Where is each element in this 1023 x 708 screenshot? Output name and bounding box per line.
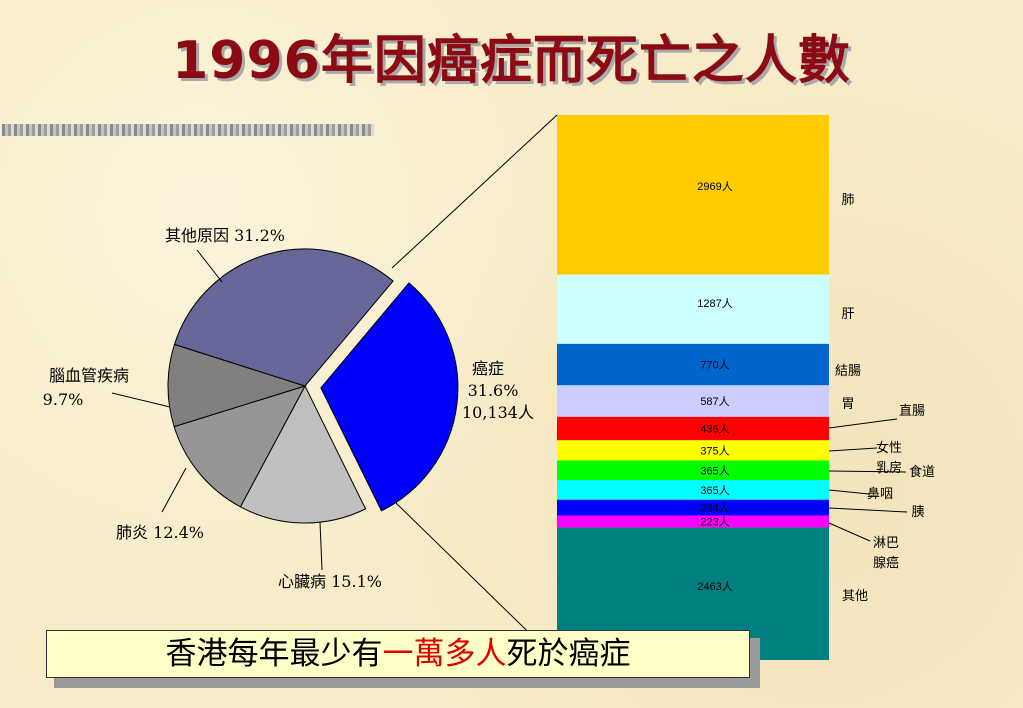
connector-line-top bbox=[391, 114, 558, 269]
pie-leader-line-5 bbox=[196, 249, 223, 283]
pie-label-1-1: 癌症 bbox=[472, 359, 504, 378]
stacked-bar-chart: 2969人 1287人 770人 587人 436人 375人 365人 365人 294人22… bbox=[557, 115, 935, 660]
pie-leader-line-4 bbox=[111, 392, 171, 408]
bar-segment-7 bbox=[557, 460, 829, 481]
bar-segment-4 bbox=[557, 385, 829, 417]
bar-value-label-9: 294人 bbox=[700, 502, 729, 515]
bar-category-label-10-2: 腺癌 bbox=[873, 555, 899, 571]
bar-category-label-9-1: 胰 bbox=[911, 505, 924, 520]
bar-value-label-11: 2463人 bbox=[697, 580, 732, 593]
pie-leader-line-2 bbox=[319, 521, 323, 571]
bar-category-label-6-1: 女性 bbox=[876, 440, 902, 456]
bar-value-label-4: 587人 bbox=[700, 395, 729, 408]
bar-segment-6 bbox=[557, 440, 829, 461]
banner-prefix: 香港每年最少有 bbox=[165, 636, 383, 672]
bar-category-label-7-1: 食道 bbox=[909, 464, 935, 480]
pie-label-4-1: 腦血管疾病 bbox=[49, 366, 129, 385]
bar-value-label-1: 2969人 bbox=[697, 180, 732, 193]
pie-slice-4 bbox=[167, 343, 307, 428]
bar-leader-line-10 bbox=[828, 522, 871, 542]
summary-banner: 香港每年最少有一萬多人死於癌症 bbox=[46, 630, 750, 678]
bar-value-label-2: 1287人 bbox=[697, 297, 732, 310]
bar-segment-8 bbox=[557, 480, 829, 500]
bar-category-label-3-1: 結腸 bbox=[835, 364, 861, 379]
bar-category-label-1-1: 肺 bbox=[841, 193, 854, 208]
banner-highlight: 一萬多人 bbox=[382, 636, 507, 672]
bar-value-label-3: 770人 bbox=[700, 359, 729, 372]
bar-leader-line-8 bbox=[828, 489, 870, 495]
bar-value-label-7: 365人 bbox=[700, 464, 729, 477]
bar-segment-10 bbox=[557, 515, 829, 528]
bar-category-label-6-2: 乳房 bbox=[876, 460, 902, 476]
pie-label-2-1: 心臟病 15.1% bbox=[278, 572, 382, 591]
pie-slice-3 bbox=[173, 385, 307, 508]
pie-label-1-2: 31.6% bbox=[468, 381, 519, 400]
bar-segment-2 bbox=[557, 274, 829, 344]
pie-leader-line-3 bbox=[161, 467, 187, 513]
bar-category-label-2-1: 肝 bbox=[841, 307, 854, 322]
bar-leader-line-6 bbox=[828, 447, 878, 452]
bar-leader-line-9 bbox=[828, 507, 908, 513]
bar-category-label-8-1: 鼻咽 bbox=[867, 486, 893, 502]
bar-segment-5 bbox=[557, 416, 829, 441]
pie-slice-5 bbox=[173, 248, 394, 387]
bar-value-label-8: 365人 bbox=[700, 484, 729, 497]
pie-label-5-1: 其他原因 31.2% bbox=[165, 226, 285, 245]
bar-value-label-5: 436人 bbox=[700, 423, 729, 436]
bar-segment-9 bbox=[557, 499, 829, 516]
bar-category-label-10-1: 淋巴 bbox=[873, 536, 899, 551]
bar-segment-3 bbox=[557, 343, 829, 386]
bar-category-label-11-1: 其他 bbox=[842, 589, 868, 604]
pie-slice-1 bbox=[320, 282, 459, 512]
bar-category-label-4-1: 胃 bbox=[841, 397, 854, 412]
pie-slice-2 bbox=[239, 384, 367, 524]
bar-category-label-5-1: 直腸 bbox=[899, 404, 925, 419]
banner-suffix: 死於癌症 bbox=[506, 636, 631, 672]
decorative-divider bbox=[2, 124, 374, 136]
bar-value-label-6: 375人 bbox=[700, 444, 729, 457]
pie-label-3-1: 肺炎 12.4% bbox=[116, 523, 204, 542]
bar-value-label-10: 223人 bbox=[700, 516, 729, 529]
bar-segment-1 bbox=[557, 115, 829, 275]
pie-label-4-2: 9.7% bbox=[43, 390, 84, 409]
bar-leader-line-7 bbox=[828, 470, 907, 473]
bar-leader-line-5 bbox=[828, 418, 898, 429]
pie-label-1-3: 10,134人 bbox=[462, 403, 534, 422]
page-title: 1996年因癌症而死亡之人數 bbox=[172, 31, 851, 91]
